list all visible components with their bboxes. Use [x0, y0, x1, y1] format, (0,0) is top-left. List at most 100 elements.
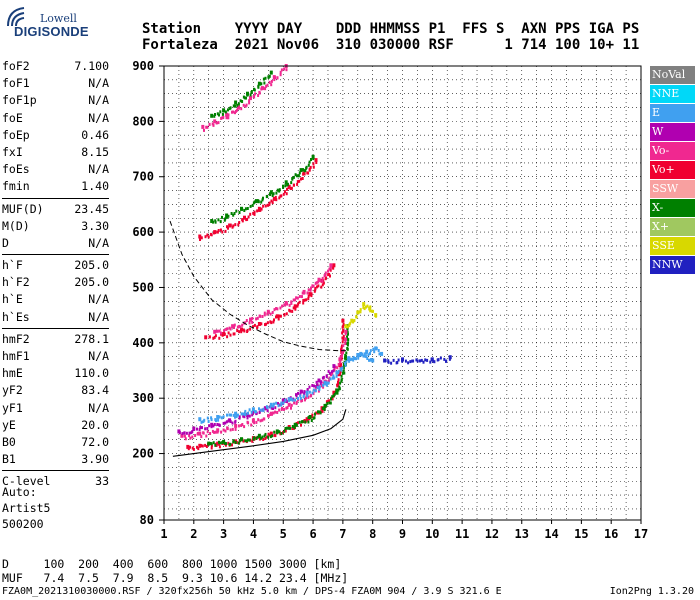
echo-mark	[262, 196, 264, 200]
echo-mark	[292, 298, 295, 302]
echo-mark	[250, 410, 253, 414]
echo-mark	[247, 421, 250, 425]
echo-mark	[346, 337, 349, 341]
echo-mark	[312, 165, 315, 169]
echo-mark	[276, 307, 279, 311]
param-row: hmF1 N/A	[2, 348, 109, 365]
echo-mark	[320, 380, 323, 384]
trace-vo-9	[201, 64, 288, 132]
trace-point	[257, 322, 261, 326]
trace-point	[275, 429, 279, 434]
echo-mark	[266, 194, 269, 198]
echo-mark	[296, 174, 299, 178]
echo-mark	[251, 439, 254, 443]
echo-mark	[258, 407, 260, 411]
echo-mark	[261, 435, 264, 439]
logo-digisonde-text: DIGISONDE	[14, 24, 89, 39]
echo-mark	[301, 420, 304, 424]
echo-mark	[345, 358, 348, 362]
echo-mark	[412, 359, 415, 363]
echo-mark	[226, 427, 229, 431]
param-name: h`Es	[2, 309, 30, 324]
echo-mark	[282, 186, 285, 189]
echo-mark	[339, 360, 342, 364]
echo-mark	[239, 325, 242, 329]
param-separator	[2, 327, 109, 329]
echo-mark	[225, 420, 228, 424]
echo-mark	[439, 356, 442, 360]
trace-point	[246, 91, 249, 96]
echo-mark	[194, 434, 197, 437]
legend-item-x: X-	[650, 199, 695, 217]
echo-mark	[330, 370, 333, 374]
echo-mark	[282, 401, 285, 405]
echo-mark	[314, 287, 317, 290]
echo-mark	[284, 429, 287, 433]
x-tick-label: 12	[485, 527, 499, 541]
echo-mark	[217, 418, 220, 422]
echo-mark	[350, 357, 353, 361]
echo-mark	[233, 323, 236, 327]
trace-point	[231, 324, 235, 329]
trace-point	[177, 429, 181, 434]
echo-mark	[348, 359, 351, 363]
echo-mark	[270, 79, 273, 83]
echo-mark	[342, 322, 345, 326]
trace-point	[225, 112, 229, 117]
echo-mark	[251, 413, 254, 417]
trace-point	[430, 357, 434, 362]
echo-mark	[216, 112, 219, 116]
echo-mark	[252, 411, 255, 414]
trace-point	[251, 407, 255, 412]
echo-mark	[265, 435, 268, 439]
echo-mark	[201, 444, 204, 448]
echo-mark	[296, 180, 299, 184]
echo-mark	[240, 107, 243, 111]
echo-mark	[267, 414, 270, 418]
echo-mark	[288, 426, 290, 430]
echo-mark	[327, 381, 330, 385]
param-value: 3.30	[81, 218, 109, 233]
trace-point	[293, 422, 297, 427]
param-value: 3.90	[81, 452, 109, 467]
polarization-legend: NoVal NNE E W Vo- Vo+ SSW X- X+ SSE NNW	[650, 66, 695, 275]
echo-mark	[264, 204, 267, 208]
echo-mark	[313, 416, 316, 420]
echo-mark	[246, 207, 249, 210]
trace-point	[237, 105, 240, 109]
echo-mark	[280, 432, 283, 435]
echo-mark	[218, 445, 221, 449]
echo-mark	[260, 408, 263, 412]
trace-sse-11	[344, 302, 378, 329]
param-name: hmF1	[2, 349, 30, 363]
trace-vo-7	[198, 158, 318, 241]
echo-mark	[284, 427, 287, 430]
echo-mark	[241, 100, 244, 103]
echo-mark	[214, 430, 217, 434]
echo-mark	[309, 288, 312, 292]
trace-point	[342, 363, 346, 367]
echo-mark	[192, 447, 195, 451]
trace-point	[332, 263, 336, 268]
echo-mark	[279, 314, 282, 318]
echo-mark	[210, 446, 213, 450]
echo-mark	[185, 431, 188, 435]
echo-mark	[307, 420, 310, 424]
echo-mark	[448, 357, 451, 361]
trace-point	[198, 443, 202, 448]
echo-mark	[300, 177, 302, 181]
echo-mark	[208, 424, 211, 428]
echo-mark	[257, 200, 260, 204]
trace-point	[305, 417, 309, 422]
trace-point	[240, 327, 243, 332]
echo-mark	[234, 441, 237, 444]
logo-lowell-text: Lowell	[40, 12, 77, 25]
trace-point	[275, 314, 279, 319]
echo-mark	[345, 360, 348, 364]
echo-mark	[295, 400, 298, 404]
param-value: 72.0	[81, 434, 109, 449]
echo-mark	[357, 356, 360, 360]
trace-point	[347, 356, 351, 361]
param-value: 8.15	[81, 144, 109, 159]
echo-mark	[297, 174, 300, 178]
